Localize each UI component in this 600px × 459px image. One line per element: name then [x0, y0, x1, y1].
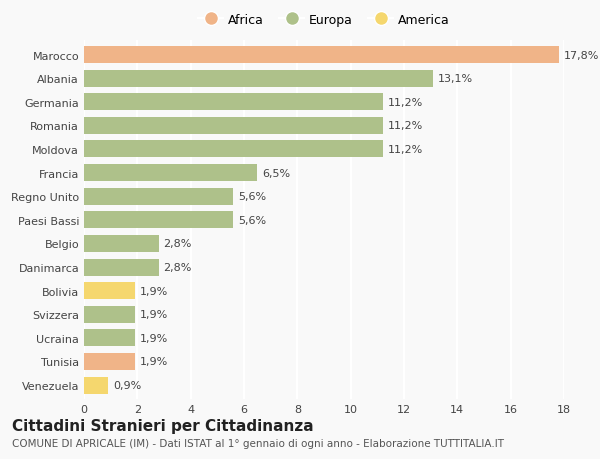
Text: Cittadini Stranieri per Cittadinanza: Cittadini Stranieri per Cittadinanza [12, 418, 314, 433]
Text: 11,2%: 11,2% [388, 121, 423, 131]
Bar [84, 188, 233, 205]
Text: 11,2%: 11,2% [388, 145, 423, 155]
Bar [84, 165, 257, 182]
Text: 1,9%: 1,9% [139, 357, 168, 367]
Bar [84, 282, 134, 299]
Bar [84, 141, 383, 158]
Text: 2,8%: 2,8% [163, 239, 192, 249]
Bar [84, 353, 134, 370]
Text: 17,8%: 17,8% [563, 50, 599, 61]
Bar [84, 259, 158, 276]
Text: 1,9%: 1,9% [139, 286, 168, 296]
Text: 1,9%: 1,9% [139, 309, 168, 319]
Bar [84, 94, 383, 111]
Legend: Africa, Europa, America: Africa, Europa, America [193, 9, 455, 32]
Bar [84, 306, 134, 323]
Text: 5,6%: 5,6% [238, 215, 266, 225]
Bar [84, 235, 158, 252]
Bar [84, 212, 233, 229]
Bar [84, 377, 108, 394]
Bar [84, 71, 433, 88]
Text: 6,5%: 6,5% [262, 168, 290, 178]
Text: 0,9%: 0,9% [113, 380, 141, 390]
Text: COMUNE DI APRICALE (IM) - Dati ISTAT al 1° gennaio di ogni anno - Elaborazione T: COMUNE DI APRICALE (IM) - Dati ISTAT al … [12, 438, 504, 448]
Text: 13,1%: 13,1% [438, 74, 473, 84]
Bar [84, 330, 134, 347]
Text: 2,8%: 2,8% [163, 263, 192, 273]
Text: 5,6%: 5,6% [238, 192, 266, 202]
Bar [84, 47, 559, 64]
Text: 1,9%: 1,9% [139, 333, 168, 343]
Text: 11,2%: 11,2% [388, 98, 423, 107]
Bar [84, 118, 383, 134]
